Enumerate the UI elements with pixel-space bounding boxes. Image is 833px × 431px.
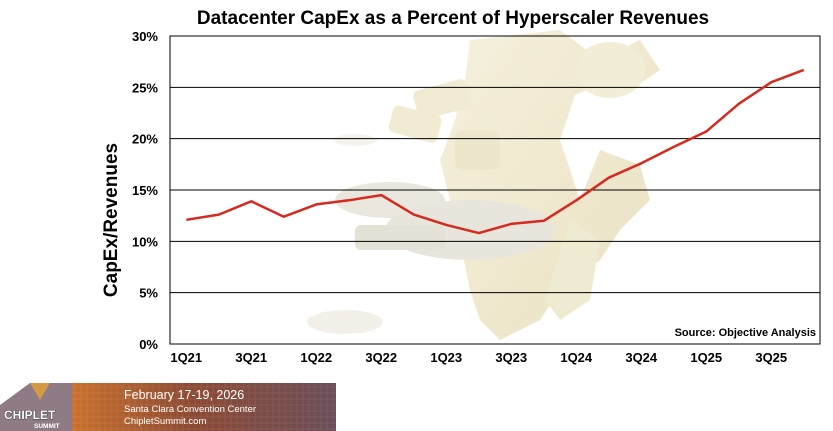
logo-shape [0, 383, 72, 431]
y-tick-label: 10% [132, 234, 158, 249]
series-line [186, 68, 805, 235]
x-tick-label: 1Q23 [430, 350, 462, 365]
event-banner: February 17-19, 2026 Santa Clara Convent… [72, 383, 336, 431]
x-tick-label: 1Q22 [300, 350, 332, 365]
logo-subtitle: SUMMIT [34, 423, 60, 430]
microscope-background-image [307, 30, 660, 340]
logo-name: CHIPLET [4, 408, 56, 422]
banner-texture [72, 383, 336, 431]
x-tick-label: 3Q21 [235, 350, 267, 365]
y-axis-label: CapEx/Revenues [101, 143, 122, 297]
x-tick-label: 3Q25 [755, 350, 787, 365]
y-tick-label: 0% [139, 337, 158, 352]
gridlines [170, 35, 820, 345]
x-axis-tick-labels: 1Q21 3Q21 1Q22 3Q22 1Q23 3Q23 1Q24 3Q24 1Q25 3Q25 [170, 350, 787, 365]
y-tick-label: 5% [139, 286, 158, 301]
y-tick-label: 25% [132, 80, 158, 95]
x-tick-label: 1Q25 [690, 350, 722, 365]
x-tick-label: 3Q24 [625, 350, 658, 365]
y-tick-label: 15% [132, 183, 158, 198]
logo-accent-shape [30, 383, 50, 400]
banner-site: ChipletSummit.com [124, 416, 206, 427]
series-lines [186, 68, 805, 235]
y-tick-label: 20% [132, 132, 158, 147]
chiplet-summit-logo: CHIPLET SUMMIT [0, 383, 72, 431]
banner-dates: February 17-19, 2026 [124, 388, 244, 402]
chart-title: Datacenter CapEx as a Percent of Hypersc… [197, 8, 709, 29]
banner-venue: Santa Clara Convention Center [124, 404, 256, 415]
x-tick-label: 3Q23 [495, 350, 527, 365]
x-tick-label: 1Q24 [560, 350, 593, 365]
x-tick-label: 1Q21 [170, 350, 202, 365]
source-annotation: Source: Objective Analysis [675, 327, 816, 339]
y-tick-label: 30% [132, 29, 158, 44]
x-tick-label: 3Q22 [365, 350, 397, 365]
y-axis-tick-labels: 0% 5% 10% 15% 20% 25% 30% [132, 29, 158, 352]
